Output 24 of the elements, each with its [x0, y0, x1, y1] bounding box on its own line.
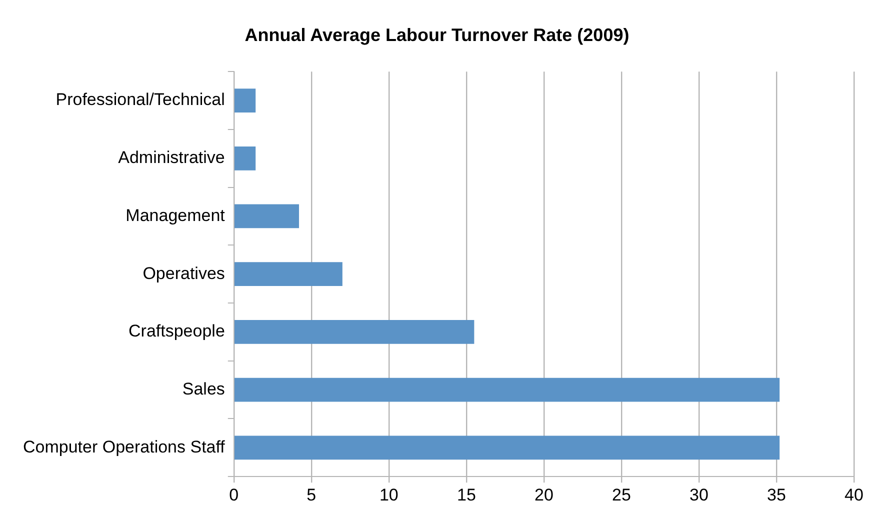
x-tick-label: 0 [229, 485, 239, 504]
x-tick-label: 25 [612, 485, 631, 504]
y-tick-label: Administrative [118, 148, 225, 168]
x-tick-label: 10 [379, 485, 398, 504]
x-tick-label: 5 [306, 485, 316, 504]
x-tick-label: 15 [456, 485, 476, 504]
y-tick-label: Management [126, 206, 226, 225]
bar [234, 436, 780, 460]
bar [234, 262, 342, 286]
bar [234, 320, 474, 344]
x-tick-label: 35 [767, 485, 786, 504]
x-tick-label: 40 [844, 485, 864, 504]
y-tick-label: Computer Operations Staff [22, 437, 226, 456]
y-tick-label: Sales [182, 380, 225, 398]
bar [234, 88, 256, 112]
x-tick-label: 30 [690, 485, 708, 504]
chart-title: Annual Average Labour Turnover Rate (2009) [244, 24, 630, 45]
y-tick-label: Craftspeople [128, 322, 225, 341]
bar [234, 146, 256, 170]
bar [234, 378, 780, 402]
x-tick-label: 20 [534, 485, 554, 504]
y-tick-label: Professional/Technical [56, 90, 225, 110]
bar [234, 204, 300, 228]
y-tick-label: Operatives [142, 264, 225, 283]
